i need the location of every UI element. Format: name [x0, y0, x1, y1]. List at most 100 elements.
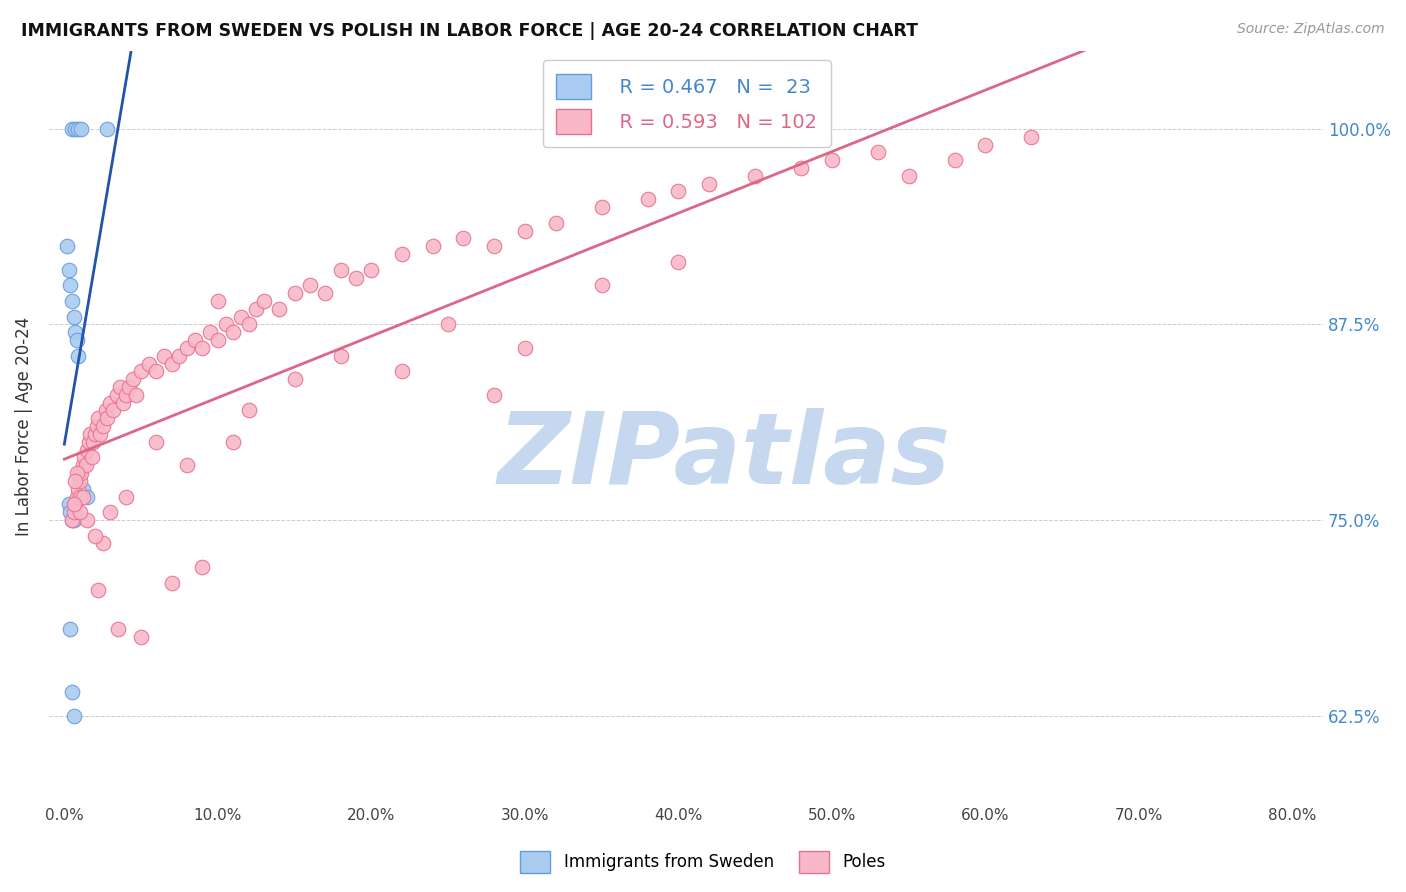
Point: [437, 318, 460, 332]
Legend: Immigrants from Sweden, Poles: Immigrants from Sweden, Poles: [513, 845, 893, 880]
Point: [94, 403, 117, 417]
Point: [89, 426, 111, 441]
Point: [108, 380, 131, 394]
Point: [67, 482, 90, 496]
Point: [76, 513, 98, 527]
Point: [329, 262, 352, 277]
Text: Source: ZipAtlas.com: Source: ZipAtlas.com: [1237, 22, 1385, 37]
Point: [214, 318, 236, 332]
Point: [513, 223, 536, 237]
Point: [62, 310, 84, 324]
Point: [70, 122, 93, 136]
Point: [103, 403, 125, 417]
Point: [63, 474, 86, 488]
Point: [75, 458, 97, 473]
Point: [100, 395, 122, 409]
Point: [897, 169, 920, 183]
Point: [67, 122, 90, 136]
Point: [60, 122, 83, 136]
Point: [114, 490, 136, 504]
Point: [107, 623, 129, 637]
Point: [91, 419, 114, 434]
Point: [67, 349, 90, 363]
Point: [96, 411, 118, 425]
Point: [87, 411, 110, 425]
Point: [65, 490, 87, 504]
Point: [284, 286, 307, 301]
Point: [176, 458, 198, 473]
Point: [80, 450, 103, 465]
Point: [62, 497, 84, 511]
Point: [191, 560, 214, 574]
Point: [298, 278, 321, 293]
Point: [222, 434, 245, 449]
Point: [207, 293, 229, 308]
Point: [65, 466, 87, 480]
Point: [60, 293, 83, 308]
Point: [63, 497, 86, 511]
Point: [59, 623, 82, 637]
Point: [76, 442, 98, 457]
Point: [238, 318, 260, 332]
Point: [453, 231, 475, 245]
Point: [62, 513, 84, 527]
Point: [145, 364, 167, 378]
Point: [169, 349, 191, 363]
Point: [176, 341, 198, 355]
Point: [69, 466, 91, 480]
Point: [284, 372, 307, 386]
Legend:   R = 0.467   N =  23,   R = 0.593   N = 102: R = 0.467 N = 23, R = 0.593 N = 102: [543, 61, 831, 147]
Point: [69, 474, 91, 488]
Point: [666, 185, 689, 199]
Point: [60, 513, 83, 527]
Text: ZIPatlas: ZIPatlas: [498, 408, 950, 505]
Point: [245, 301, 267, 316]
Point: [360, 262, 382, 277]
Point: [666, 255, 689, 269]
Point: [82, 434, 104, 449]
Point: [72, 458, 94, 473]
Point: [62, 505, 84, 519]
Point: [72, 482, 94, 496]
Point: [105, 388, 128, 402]
Point: [544, 216, 567, 230]
Point: [790, 161, 813, 175]
Point: [238, 403, 260, 417]
Point: [314, 286, 336, 301]
Point: [253, 293, 276, 308]
Point: [943, 153, 966, 168]
Point: [91, 536, 114, 550]
Point: [329, 349, 352, 363]
Point: [96, 122, 118, 136]
Point: [391, 247, 413, 261]
Point: [125, 388, 148, 402]
Point: [145, 434, 167, 449]
Point: [637, 192, 659, 206]
Point: [60, 513, 83, 527]
Point: [422, 239, 444, 253]
Point: [591, 200, 613, 214]
Point: [86, 419, 108, 434]
Point: [191, 341, 214, 355]
Point: [482, 239, 505, 253]
Point: [160, 575, 183, 590]
Point: [118, 380, 141, 394]
Point: [866, 145, 889, 160]
Point: [73, 450, 96, 465]
Point: [72, 490, 94, 504]
Point: [222, 325, 245, 339]
Point: [207, 333, 229, 347]
Point: [482, 388, 505, 402]
Point: [153, 349, 176, 363]
Y-axis label: In Labor Force | Age 20-24: In Labor Force | Age 20-24: [15, 317, 32, 536]
Point: [56, 239, 79, 253]
Point: [69, 505, 91, 519]
Point: [87, 583, 110, 598]
Point: [160, 357, 183, 371]
Point: [79, 426, 101, 441]
Point: [974, 137, 997, 152]
Point: [114, 388, 136, 402]
Point: [69, 490, 91, 504]
Point: [697, 177, 720, 191]
Point: [591, 278, 613, 293]
